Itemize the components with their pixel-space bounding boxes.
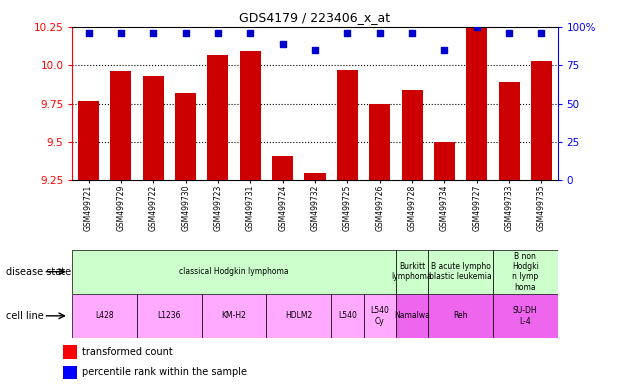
Bar: [396, 250, 428, 294]
Text: Reh: Reh: [453, 311, 468, 320]
Bar: [110, 71, 132, 180]
Point: [213, 30, 223, 36]
Point: [407, 30, 417, 36]
Bar: [434, 142, 455, 180]
Bar: [498, 82, 520, 180]
Bar: [202, 294, 266, 338]
Bar: [493, 250, 558, 294]
Bar: [428, 294, 493, 338]
Point: [116, 30, 126, 36]
Bar: [396, 294, 428, 338]
Text: L540: L540: [338, 311, 357, 320]
Point: [148, 30, 158, 36]
Bar: [401, 90, 423, 180]
Point: [472, 24, 482, 30]
Point: [84, 30, 94, 36]
Bar: [137, 294, 202, 338]
Point: [342, 30, 352, 36]
Text: HDLM2: HDLM2: [285, 311, 312, 320]
Point: [504, 30, 514, 36]
Bar: [466, 28, 487, 180]
Point: [439, 47, 449, 53]
Text: KM-H2: KM-H2: [222, 311, 246, 320]
Text: SU-DH
L-4: SU-DH L-4: [513, 306, 537, 326]
Bar: [428, 250, 493, 294]
Bar: [78, 101, 99, 180]
Bar: [369, 104, 390, 180]
Text: transformed count: transformed count: [82, 347, 173, 357]
Text: L540
Cy: L540 Cy: [370, 306, 389, 326]
Point: [181, 30, 191, 36]
Title: GDS4179 / 223406_x_at: GDS4179 / 223406_x_at: [239, 11, 391, 24]
Text: B non
Hodgki
n lymp
homa: B non Hodgki n lymp homa: [512, 252, 539, 292]
Text: classical Hodgkin lymphoma: classical Hodgkin lymphoma: [180, 267, 289, 276]
Bar: [531, 61, 552, 180]
Bar: [143, 76, 164, 180]
Point: [245, 30, 255, 36]
Text: B acute lympho
blastic leukemia: B acute lympho blastic leukemia: [429, 262, 492, 281]
Point: [310, 47, 320, 53]
Point: [375, 30, 385, 36]
Text: percentile rank within the sample: percentile rank within the sample: [82, 367, 247, 377]
Bar: [72, 250, 396, 294]
Bar: [331, 294, 364, 338]
Text: L1236: L1236: [158, 311, 181, 320]
Bar: [364, 294, 396, 338]
Point: [536, 30, 546, 36]
Bar: [304, 173, 326, 180]
Bar: [493, 294, 558, 338]
Bar: [63, 345, 77, 359]
Text: L428: L428: [96, 311, 114, 320]
Text: disease state: disease state: [6, 266, 71, 277]
Text: Burkitt
lymphoma: Burkitt lymphoma: [392, 262, 432, 281]
Point: [278, 41, 288, 47]
Bar: [272, 156, 293, 180]
Bar: [72, 294, 137, 338]
Text: Namalwa: Namalwa: [394, 311, 430, 320]
Bar: [240, 51, 261, 180]
Bar: [266, 294, 331, 338]
Bar: [63, 366, 77, 379]
Bar: [175, 93, 196, 180]
Bar: [337, 70, 358, 180]
Bar: [207, 55, 229, 180]
Text: cell line: cell line: [6, 311, 44, 321]
